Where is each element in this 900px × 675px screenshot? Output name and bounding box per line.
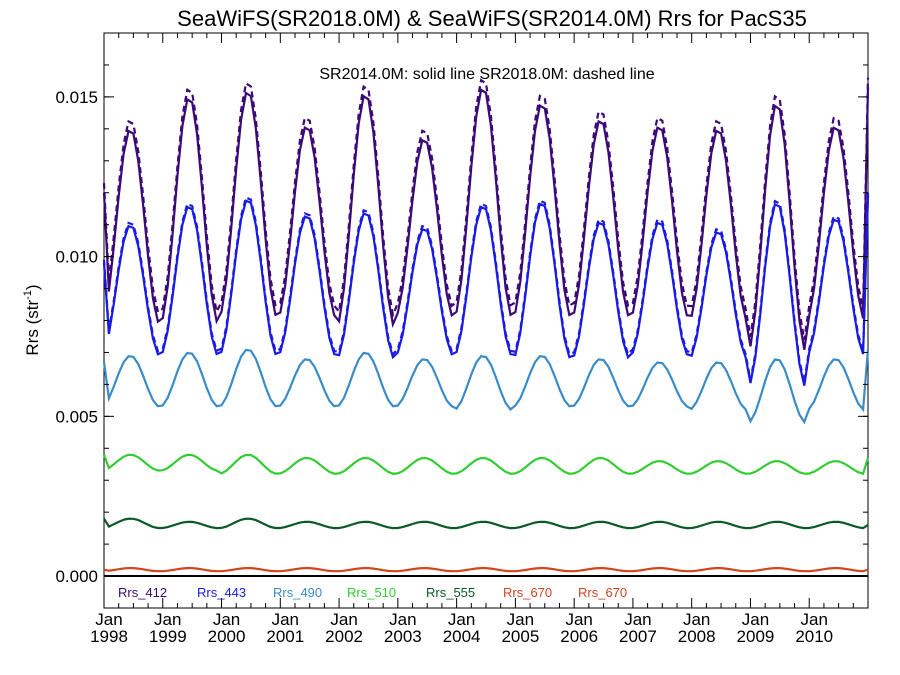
- x-tick-label-year: 2001: [266, 627, 304, 646]
- y-tick-label: 0.010: [55, 248, 98, 267]
- x-tick-label-month: Jan: [683, 610, 710, 629]
- y-tick-label: 0.015: [55, 88, 98, 107]
- line-style-annotation: SR2014.0M: solid line SR2018.0M: dashed …: [319, 66, 654, 83]
- legend: Rrs_412 Rrs_443 Rrs_490 Rrs_510 Rrs_555 Rrs_6…: [118, 585, 627, 600]
- series-line-rrs-412: [102, 87, 870, 350]
- chart-title: SeaWiFS(SR2018.0M) & SeaWiFS(SR2014.0M) …: [177, 6, 807, 31]
- legend-item: Rrs_670: [578, 585, 627, 600]
- x-tick-label-month: Jan: [624, 610, 651, 629]
- legend-item: Rrs_670: [503, 585, 552, 600]
- series-line-rrs-555: [103, 517, 869, 530]
- x-tick-label-month: Jan: [565, 610, 592, 629]
- x-tick-label-month: Jan: [448, 610, 475, 629]
- legend-item: Rrs_510: [347, 585, 396, 600]
- x-tick-label-month: Jan: [742, 610, 769, 629]
- y-axis-label-sup: -1: [22, 290, 34, 300]
- x-tick-label-year: 2000: [208, 627, 246, 646]
- y-tick-label: 0.000: [55, 567, 98, 586]
- x-tick-label-month: Jan: [95, 610, 122, 629]
- x-tick-label-year: 2006: [560, 627, 598, 646]
- legend-item: Rrs_490: [273, 585, 322, 600]
- x-tick-label-month: Jan: [154, 610, 181, 629]
- x-tick-label-month: Jan: [801, 610, 828, 629]
- series-line-rrs-670: [103, 567, 869, 573]
- y-axis-label-close: ): [23, 284, 42, 290]
- x-tick-label-month: Jan: [272, 610, 299, 629]
- x-tick-label-month: Jan: [389, 610, 416, 629]
- x-tick-label-month: Jan: [330, 610, 357, 629]
- x-tick-label-year: 1999: [149, 627, 187, 646]
- x-tick-label-month: Jan: [507, 610, 534, 629]
- x-tick-label-year: 2003: [384, 627, 422, 646]
- x-tick-label-year: 2007: [619, 627, 657, 646]
- y-axis-label: Rrs (str-1): [22, 284, 42, 355]
- x-tick-label-year: 2002: [325, 627, 363, 646]
- y-axis-label-main: Rrs (str: [23, 300, 42, 356]
- legend-item: Rrs_443: [197, 585, 246, 600]
- legend-item: Rrs_555: [426, 585, 475, 600]
- series-layer: [102, 77, 870, 573]
- series-line-rrs-510: [102, 453, 870, 476]
- x-tick-label-month: Jan: [213, 610, 240, 629]
- legend-item: Rrs_412: [118, 585, 167, 600]
- x-tick-label-year: 1998: [90, 627, 128, 646]
- x-tick-label-year: 2004: [443, 627, 481, 646]
- y-tick-label: 0.005: [55, 407, 98, 426]
- series-dashed-line-rrs-412: [102, 77, 870, 341]
- axis-layer: 0.0000.0050.0100.015Jan1998Jan1999Jan200…: [55, 32, 868, 646]
- series-line-rrs-490: [102, 348, 870, 425]
- x-tick-label-year: 2005: [501, 627, 539, 646]
- x-tick-label-year: 2009: [737, 627, 775, 646]
- series-dashed-line-rrs-443: [102, 192, 870, 383]
- x-tick-label-year: 2010: [795, 627, 833, 646]
- x-tick-label-year: 2008: [678, 627, 716, 646]
